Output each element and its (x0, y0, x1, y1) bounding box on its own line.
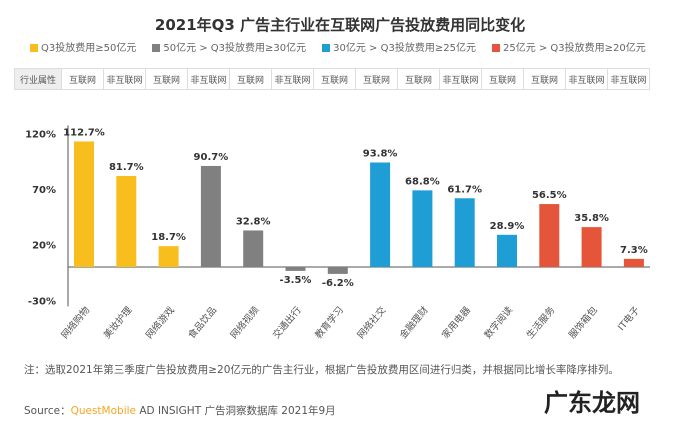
source-brand: QuestMobile (70, 405, 136, 417)
category-label: IT电子 (615, 304, 642, 333)
y-tick-label: 70% (32, 185, 56, 196)
category-label: 金融理财 (397, 304, 431, 341)
category-label: 服饰箱包 (566, 304, 600, 341)
legend-swatch (322, 44, 331, 52)
legend-swatch (491, 44, 500, 52)
legend-swatch (152, 44, 161, 52)
category-label: 网络视频 (228, 304, 262, 341)
bar (158, 246, 179, 267)
attribute-cell: 互联网 (313, 68, 356, 90)
data-label: 61.7% (447, 184, 482, 195)
footnote: 注：选取2021年第三季度广告投放费用≥20亿元的广告主行业，根据广告投放费用区… (24, 364, 619, 376)
data-label: 112.7% (63, 127, 105, 138)
category-label: 交通出行 (270, 304, 304, 341)
data-label: 90.7% (194, 152, 229, 163)
legend-swatch (30, 44, 38, 52)
legend-item: 25亿元 > Q3投放费用≥20亿元 (491, 39, 646, 54)
category-label: 数字阅读 (482, 304, 516, 341)
legend-item: Q3投放费用≥50亿元 (30, 39, 136, 54)
data-label: 56.5% (532, 190, 567, 201)
legend-label: 50亿元 > Q3投放费用≥30亿元 (163, 43, 307, 54)
category-label: 网络购物 (59, 304, 93, 341)
data-label: 28.9% (490, 221, 525, 232)
legend-label: 30亿元 > Q3投放费用≥25亿元 (333, 43, 476, 54)
bar (497, 234, 517, 267)
data-label: 68.8% (405, 176, 440, 187)
chart-title: 2021年Q3 广告主行业在互联网广告投放费用同比变化 (154, 16, 526, 34)
attribute-cell: 非互联网 (103, 68, 146, 90)
data-label: -3.5% (280, 275, 312, 286)
data-label: -6.2% (322, 278, 354, 289)
bar (370, 162, 391, 267)
data-label: 93.8% (363, 149, 398, 160)
y-tick-label: 120% (25, 129, 56, 140)
category-label: 网络社交 (355, 304, 389, 341)
attribute-cell: 非互联网 (187, 68, 230, 90)
bar (116, 175, 137, 267)
legend: Q3投放费用≥50亿元 50亿元 > Q3投放费用≥30亿元 30亿元 > Q3投放… (30, 39, 670, 54)
bar (243, 230, 264, 267)
data-label: 7.3% (620, 245, 648, 256)
legend-item: 50亿元 > Q3投放费用≥30亿元 (152, 39, 306, 54)
legend-label: Q3投放费用≥50亿元 (41, 43, 137, 54)
source-line: Source：QuestMobile AD INSIGHT 广告洞察数据库 20… (24, 403, 336, 418)
bar (74, 141, 94, 267)
category-label: 教育学习 (312, 304, 346, 341)
source-rest: AD INSIGHT 广告洞察数据库 2021年9月 (136, 405, 336, 417)
category-label: 生活服务 (524, 304, 558, 341)
legend-item: 30亿元 > Q3投放费用≥25亿元 (322, 39, 476, 54)
category-label: 美妆护理 (101, 304, 135, 341)
bar (327, 267, 348, 274)
data-label: 18.7% (151, 232, 186, 243)
data-label: 81.7% (109, 162, 144, 173)
attribute-header: 行业属性 (14, 68, 62, 90)
attribute-cell: 非互联网 (565, 68, 608, 90)
attribute-table: 行业属性 互联网 非互联网 互联网 非互联网 互联网 非互联网 互联网 互联网 互联网 非互联网 互联… (14, 68, 650, 90)
category-label: 家用电器 (439, 304, 473, 341)
bar (200, 165, 221, 267)
y-tick-label: 20% (32, 241, 56, 252)
source-prefix: Source： (24, 405, 71, 417)
bar (285, 267, 306, 271)
bar (623, 258, 644, 267)
bar (581, 227, 602, 267)
bar (539, 204, 560, 267)
bar (412, 190, 433, 267)
bar (454, 198, 475, 267)
attribute-cell: 非互联网 (607, 68, 650, 90)
watermark: 广东龙网 (544, 389, 640, 417)
category-label: 食品饮品 (186, 304, 220, 341)
y-tick-label: -30% (28, 296, 56, 307)
data-label: 35.8% (574, 213, 609, 224)
legend-label: 25亿元 > Q3投放费用≥20亿元 (502, 43, 646, 54)
category-label: 网络游戏 (143, 304, 177, 341)
data-label: 32.8% (236, 216, 271, 227)
